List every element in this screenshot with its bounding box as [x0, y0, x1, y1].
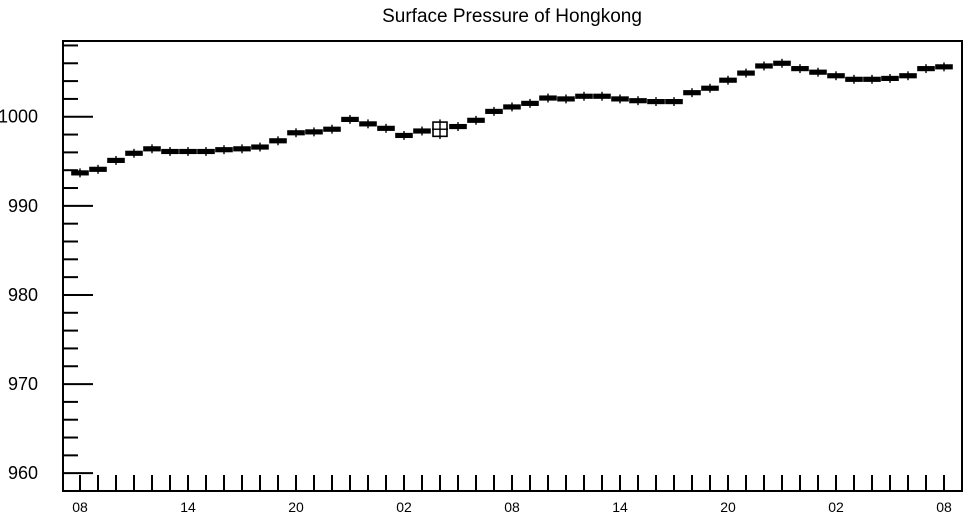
y-tick-label: 980	[8, 285, 38, 305]
box-mark	[467, 115, 485, 125]
box-mark	[197, 147, 215, 156]
x-tick-label: 20	[720, 499, 736, 515]
box-mark	[323, 124, 341, 134]
box-mark	[359, 119, 377, 129]
x-axis-ticks: 08 14 20 02 08 14 20 02 08	[72, 475, 952, 515]
y-tick-label: 970	[8, 374, 38, 394]
box-mark	[827, 71, 845, 81]
box-mark	[432, 119, 448, 140]
x-tick-label: 08	[72, 499, 88, 515]
box-mark	[251, 142, 269, 152]
box-mark	[539, 93, 557, 103]
box-mark	[557, 94, 575, 104]
chart-title: Surface Pressure of Hongkong	[382, 6, 642, 27]
box-mark	[233, 144, 251, 154]
box-mark	[575, 91, 593, 101]
box-mark	[449, 122, 467, 131]
box-mark	[377, 123, 395, 133]
box-mark	[521, 98, 539, 108]
box-mark	[719, 75, 737, 85]
box-mark	[935, 62, 953, 72]
box-mark	[143, 144, 161, 154]
box-mark	[917, 64, 935, 74]
box-mark	[341, 114, 359, 124]
box-mark	[107, 155, 125, 165]
y-axis-ticks: 960 970 980 990 1000	[0, 44, 93, 492]
box-mark	[485, 106, 503, 116]
box-mark	[179, 147, 197, 156]
box-mark	[701, 83, 719, 93]
x-tick-label: 20	[288, 499, 304, 515]
box-mark	[773, 58, 791, 68]
box-mark	[413, 126, 431, 136]
x-tick-label: 08	[504, 499, 520, 515]
box-mark	[881, 73, 899, 83]
x-tick-label: 02	[828, 499, 844, 515]
box-mark	[665, 97, 683, 107]
box-mark	[683, 88, 701, 98]
box-mark	[899, 71, 917, 81]
box-mark	[737, 68, 755, 78]
x-tick-label: 14	[612, 499, 628, 515]
box-mark	[647, 97, 665, 107]
box-mark	[305, 127, 323, 137]
y-tick-label: 990	[8, 196, 38, 216]
box-mark	[503, 102, 521, 112]
x-tick-label: 08	[936, 499, 952, 515]
box-mark	[287, 128, 305, 138]
box-series	[71, 58, 953, 178]
y-tick-label: 960	[8, 463, 38, 483]
box-mark	[791, 64, 809, 74]
box-mark	[215, 145, 233, 155]
box-mark	[809, 67, 827, 77]
x-tick-label: 14	[180, 499, 196, 515]
box-mark	[71, 168, 89, 178]
box-mark	[629, 96, 647, 106]
box-mark	[755, 61, 773, 71]
box-mark	[845, 74, 863, 84]
y-tick-label: 1000	[0, 107, 38, 127]
box-mark	[593, 91, 611, 101]
box-mark	[269, 136, 287, 146]
box-mark	[89, 164, 107, 174]
box-mark	[125, 148, 143, 158]
box-mark	[161, 147, 179, 156]
x-tick-label: 02	[396, 499, 412, 515]
box-mark	[395, 131, 413, 140]
box-mark	[611, 94, 629, 104]
box-mark	[863, 74, 881, 84]
